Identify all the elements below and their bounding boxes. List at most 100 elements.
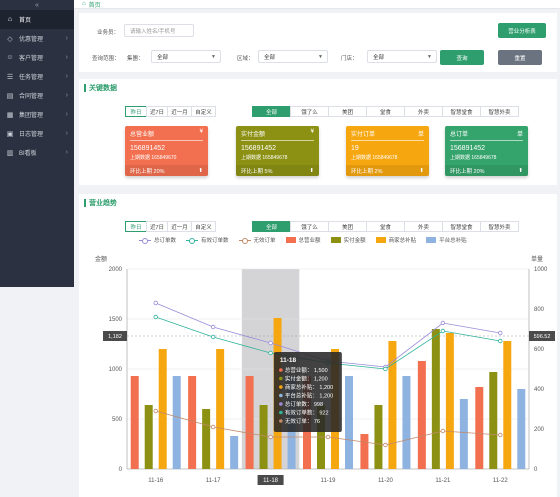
business-search-input[interactable]: 请输入姓名/手机号 xyxy=(124,24,194,37)
tab-key_data.channel_tabs-0[interactable]: 全部 xyxy=(252,106,291,117)
contract-icon: ▤ xyxy=(6,92,14,100)
users-icon: ☺ xyxy=(6,54,14,61)
stat-card[interactable]: 实付金额 ¥156891452 上期数据 165849678 环比上期 5% ⬆ xyxy=(236,126,319,176)
tab-key_data.date_tabs-2[interactable]: 近一月 xyxy=(167,106,192,117)
bar-实付金额[interactable] xyxy=(489,372,498,469)
point-无效订单[interactable] xyxy=(153,408,158,414)
chart-tooltip xyxy=(273,352,342,432)
bar-总营业额[interactable] xyxy=(360,434,369,469)
point-有效订单数[interactable] xyxy=(440,328,446,334)
legend-item[interactable]: 总营业额 xyxy=(285,236,321,244)
tab-trend.date_tabs-1[interactable]: 近7日 xyxy=(146,221,168,232)
legend-item[interactable]: 商家总补贴 xyxy=(375,236,416,244)
point-无效订单[interactable] xyxy=(383,442,388,448)
query-button[interactable]: 查询 xyxy=(440,50,484,65)
tab-trend.channel_tabs-0[interactable]: 全部 xyxy=(252,221,291,232)
bar-总营业额[interactable] xyxy=(475,387,484,469)
point-无效订单[interactable] xyxy=(210,424,216,430)
point-总订单数[interactable] xyxy=(440,320,446,326)
point-有效订单数[interactable] xyxy=(268,350,273,356)
legend-item[interactable]: 总订单数 xyxy=(139,236,176,244)
sidebar-item-chart[interactable]: ▥ BI看板 › xyxy=(0,143,74,162)
bar-总营业额[interactable] xyxy=(130,376,139,469)
reset-button[interactable]: 重置 xyxy=(498,50,542,65)
point-无效订单[interactable] xyxy=(268,434,273,440)
tab-trend.channel_tabs-6[interactable]: 智慧外卖 xyxy=(480,221,519,232)
point-有效订单数[interactable] xyxy=(498,338,503,344)
bar-平台总补贴[interactable] xyxy=(345,376,353,469)
point-总订单数[interactable] xyxy=(498,330,503,336)
point-总订单数[interactable] xyxy=(268,340,273,346)
sidebar-item-users[interactable]: ☺ 客户管理 › xyxy=(0,48,74,67)
bar-平台总补贴[interactable] xyxy=(402,376,411,469)
y2-tick-label: 800 xyxy=(534,307,545,313)
analysis-report-button[interactable]: 营业分析表 xyxy=(498,23,546,38)
tab-trend.date_tabs-2[interactable]: 近一月 xyxy=(167,221,192,232)
bar-商家总补贴[interactable] xyxy=(445,333,454,469)
bar-平台总补贴[interactable] xyxy=(230,436,239,469)
sidebar-item-log[interactable]: ▣ 日志管理 › xyxy=(0,124,74,143)
bar-总营业额[interactable] xyxy=(417,361,426,469)
tab-key_data.date_tabs-1[interactable]: 近7日 xyxy=(146,106,168,117)
legend-bar-swatch xyxy=(375,237,386,243)
bar-平台总补贴[interactable] xyxy=(172,376,181,469)
tab-key_data.channel_tabs-2[interactable]: 美团 xyxy=(328,106,367,117)
bar-实付金额[interactable] xyxy=(144,405,153,469)
collapse-sidebar-icon[interactable]: « xyxy=(35,1,39,9)
stat-card[interactable]: 总营业额 ¥156891452 上期数据 165849670 环比上期 20% ⬆ xyxy=(125,126,208,176)
tab-trend.channel_tabs-5[interactable]: 智慧堂食 xyxy=(442,221,481,232)
bar-实付金额[interactable] xyxy=(259,405,268,469)
bar-平台总补贴[interactable] xyxy=(459,399,468,469)
tab-key_data.date_tabs-3[interactable]: 自定义 xyxy=(191,106,216,117)
point-无效订单[interactable] xyxy=(325,434,331,440)
tab-trend.date_tabs-3[interactable]: 自定义 xyxy=(191,221,216,232)
store-select[interactable]: 全部 ▼ xyxy=(367,50,437,63)
legend-item[interactable]: 有效订单数 xyxy=(186,236,229,244)
tab-key_data.date_tabs-0[interactable]: 昨日 xyxy=(125,106,147,117)
bar-实付金额[interactable] xyxy=(374,405,383,469)
bar-商家总补贴[interactable] xyxy=(216,349,225,469)
bar-商家总补贴[interactable] xyxy=(388,341,397,469)
tab-trend.channel_tabs-1[interactable]: 饿了么 xyxy=(290,221,329,232)
group-label: 集團： xyxy=(127,56,144,62)
legend-item[interactable]: 无效订单 xyxy=(238,236,276,244)
tooltip-title: 11-18 xyxy=(280,357,297,364)
bar-总营业额[interactable] xyxy=(245,376,254,469)
stat-card[interactable]: 总订单 单 156891452 上期数据 165849678 环比上期 20% ⬆ xyxy=(445,126,528,176)
tab-key_data.channel_tabs-3[interactable]: 堂食 xyxy=(366,106,405,117)
stat-card-previous: 上期数据 165849678 xyxy=(351,155,398,161)
sidebar-item-tag[interactable]: ◇ 优惠管理 › xyxy=(0,29,74,48)
legend-item[interactable]: 实付金额 xyxy=(330,236,366,244)
point-无效订单[interactable] xyxy=(440,428,446,434)
bar-实付金额[interactable] xyxy=(202,409,211,469)
stat-card-title: 总订单 xyxy=(450,132,469,138)
point-无效订单[interactable] xyxy=(498,432,503,438)
point-有效订单数[interactable] xyxy=(153,314,158,320)
point-有效订单数[interactable] xyxy=(210,334,216,340)
point-有效订单数[interactable] xyxy=(383,366,388,372)
sidebar-item-home[interactable]: ⌂ 首页 xyxy=(0,10,74,29)
tab-trend.date_tabs-0[interactable]: 昨日 xyxy=(125,221,147,232)
bar-商家总补贴[interactable] xyxy=(158,349,167,469)
point-总订单数[interactable] xyxy=(210,324,216,330)
stat-card[interactable]: 实付订单 单 19 上期数据 165849678 环比上期 2% ⬆ xyxy=(346,126,429,176)
legend-item[interactable]: 平台总补贴 xyxy=(426,236,467,244)
sidebar-item-contract[interactable]: ▤ 合同管理 › xyxy=(0,86,74,105)
tab-key_data.channel_tabs-5[interactable]: 智慧堂食 xyxy=(442,106,481,117)
point-总订单数[interactable] xyxy=(153,300,158,306)
tab-trend.channel_tabs-4[interactable]: 外卖 xyxy=(404,221,443,232)
sidebar-item-task[interactable]: ☰ 任务管理 › xyxy=(0,67,74,86)
bar-实付金额[interactable] xyxy=(431,329,440,469)
bar-总营业额[interactable] xyxy=(188,376,197,469)
sidebar-item-group[interactable]: ▦ 集团管理 › xyxy=(0,105,74,124)
group-select[interactable]: 全部 ▼ xyxy=(151,50,221,63)
region-select[interactable]: 全部 ▼ xyxy=(258,50,328,63)
tab-key_data.channel_tabs-6[interactable]: 智慧外卖 xyxy=(480,106,519,117)
tab-key_data.channel_tabs-4[interactable]: 外卖 xyxy=(404,106,443,117)
bar-平台总补贴[interactable] xyxy=(517,389,526,469)
breadcrumb-label[interactable]: 首页 xyxy=(88,2,101,9)
tab-trend.channel_tabs-3[interactable]: 堂食 xyxy=(366,221,405,232)
bar-商家总补贴[interactable] xyxy=(503,341,512,469)
tab-key_data.channel_tabs-1[interactable]: 饿了么 xyxy=(290,106,329,117)
tab-trend.channel_tabs-2[interactable]: 美团 xyxy=(328,221,367,232)
